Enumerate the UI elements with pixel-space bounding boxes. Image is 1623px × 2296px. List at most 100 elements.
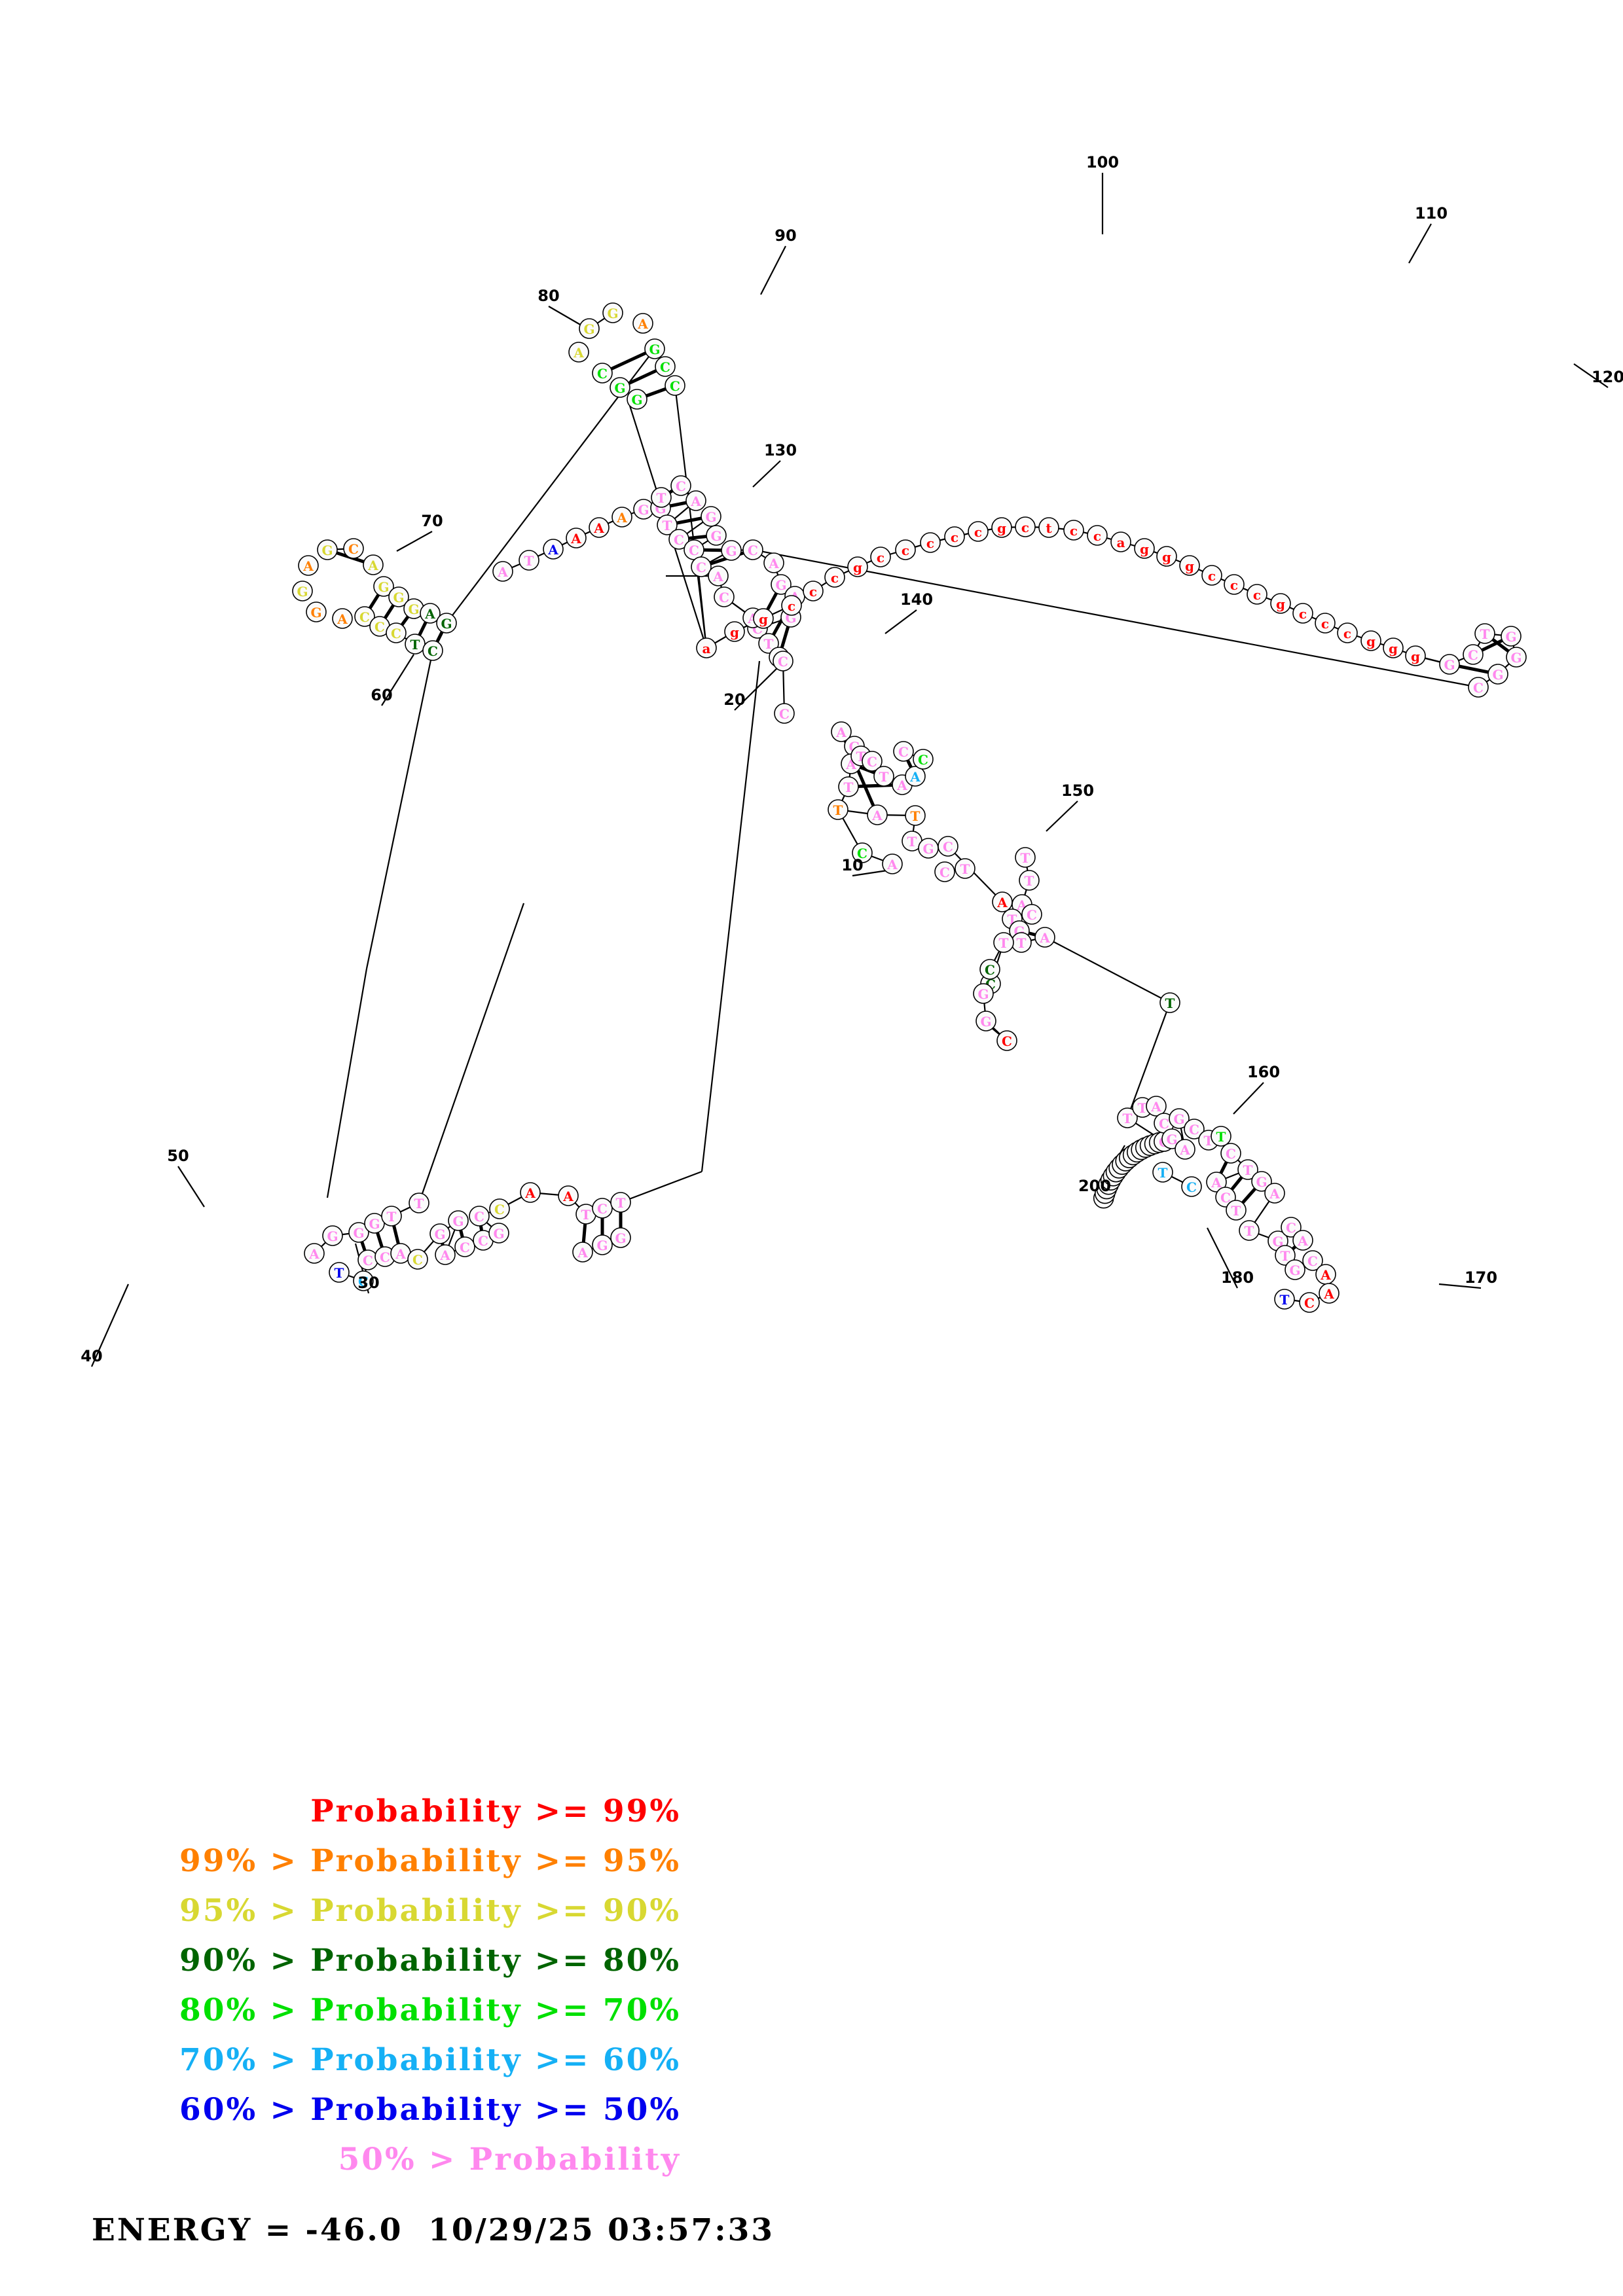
svg-text:c: c <box>951 529 958 545</box>
svg-text:A: A <box>497 564 508 580</box>
svg-text:C: C <box>660 359 670 375</box>
nucleotide: T <box>1159 992 1180 1013</box>
nucleotide: c <box>870 547 891 567</box>
nucleotide: T <box>1474 623 1495 644</box>
nucleotide: G <box>322 1225 343 1246</box>
nucleotide: C <box>1302 1250 1323 1271</box>
svg-text:C: C <box>428 643 438 659</box>
svg-text:G: G <box>596 1238 608 1253</box>
svg-text:T: T <box>1280 1292 1290 1308</box>
svg-text:C: C <box>359 609 370 625</box>
nucleotide: C <box>343 538 364 559</box>
nucleotide: A <box>831 721 852 742</box>
svg-text:C: C <box>1002 1033 1012 1049</box>
svg-text:T: T <box>907 834 917 850</box>
svg-text:G: G <box>321 543 333 558</box>
svg-text:G: G <box>607 306 618 321</box>
legend-row: 90% > Probability >= 80% <box>179 1943 681 1979</box>
position-label: 90 <box>775 226 796 245</box>
nucleotide: C <box>714 586 735 607</box>
nucleotide: A <box>589 517 610 538</box>
nucleotide: A <box>298 555 319 576</box>
svg-text:A: A <box>439 1247 450 1263</box>
svg-text:T: T <box>657 490 666 506</box>
svg-text:G: G <box>725 543 737 559</box>
nucleotide: C <box>357 1249 378 1270</box>
svg-text:A: A <box>1297 1233 1308 1249</box>
nucleotide: C <box>473 1230 494 1251</box>
nucleotide: A <box>572 1242 593 1263</box>
svg-text:c: c <box>974 524 982 540</box>
nucleotide: A <box>304 1243 325 1264</box>
nucleotide: T <box>1011 932 1032 953</box>
position-label: 200 <box>1078 1177 1111 1195</box>
svg-text:G: G <box>1505 629 1516 645</box>
svg-text:A: A <box>1211 1175 1222 1191</box>
svg-text:a: a <box>1117 535 1125 550</box>
svg-text:A: A <box>524 1185 536 1201</box>
svg-text:A: A <box>308 1246 319 1262</box>
svg-text:T: T <box>1165 996 1175 1011</box>
nucleotide: A <box>435 1244 456 1265</box>
svg-text:c: c <box>1253 587 1261 603</box>
position-label: 120 <box>1592 368 1623 386</box>
nucleotide: g <box>1179 555 1200 576</box>
svg-text:C: C <box>939 865 950 880</box>
nucleotide: g <box>1405 645 1426 666</box>
svg-text:A: A <box>996 895 1008 910</box>
svg-text:c: c <box>809 584 817 600</box>
nucleotide: T <box>838 776 859 797</box>
nucleotide: C <box>979 959 1000 980</box>
nucleotide: T <box>519 550 539 571</box>
svg-text:A: A <box>424 606 435 622</box>
svg-text:A: A <box>577 1245 588 1261</box>
svg-text:g: g <box>759 611 768 627</box>
nucleotide: c <box>1292 603 1313 624</box>
svg-text:c: c <box>1321 616 1329 632</box>
nucleotide: t <box>1038 517 1059 538</box>
nucleotide: g <box>753 608 774 629</box>
nucleotide: G <box>976 1011 996 1031</box>
svg-text:C: C <box>597 1201 608 1217</box>
svg-text:A: A <box>909 769 921 785</box>
nucleotide: T <box>610 1192 631 1213</box>
svg-text:A: A <box>1323 1286 1334 1302</box>
nucleotide: G <box>633 499 654 520</box>
svg-text:C: C <box>674 532 684 548</box>
position-label: 50 <box>167 1147 189 1165</box>
nucleotide: C <box>1181 1176 1202 1197</box>
nucleotide: a <box>696 637 717 658</box>
svg-text:A: A <box>886 857 898 872</box>
position-label: 180 <box>1221 1268 1254 1287</box>
svg-text:g: g <box>997 520 1006 536</box>
svg-text:T: T <box>844 780 854 795</box>
nucleotide: C <box>1463 644 1484 665</box>
svg-text:G: G <box>310 605 321 620</box>
nucleotide: T <box>905 805 926 826</box>
nucleotide: G <box>1439 654 1460 675</box>
svg-text:A: A <box>637 316 648 332</box>
nucleotide: G <box>1285 1259 1305 1280</box>
nucleotide: G <box>771 574 792 595</box>
nucleotide: T <box>409 1193 429 1213</box>
svg-text:G: G <box>434 1227 445 1242</box>
nucleotide: A <box>905 766 926 787</box>
nucleotide: G <box>1487 664 1508 685</box>
svg-text:c: c <box>1093 528 1101 544</box>
nucleotide: G <box>317 539 338 560</box>
nucleotide: C <box>691 556 712 577</box>
svg-text:c: c <box>831 570 839 586</box>
svg-text:T: T <box>1138 1100 1148 1116</box>
svg-text:A: A <box>395 1246 406 1262</box>
nucleotide: C <box>407 1249 428 1270</box>
svg-text:C: C <box>494 1202 505 1217</box>
nucleotide: A <box>558 1185 579 1206</box>
nucleotide: A <box>1175 1139 1195 1160</box>
svg-text:G: G <box>327 1229 338 1244</box>
nucleotide: C <box>773 651 793 672</box>
nucleotide: A <box>685 490 706 511</box>
nucleotide: c <box>968 521 989 542</box>
svg-text:g: g <box>730 624 739 640</box>
nucleotide: T <box>828 799 848 820</box>
